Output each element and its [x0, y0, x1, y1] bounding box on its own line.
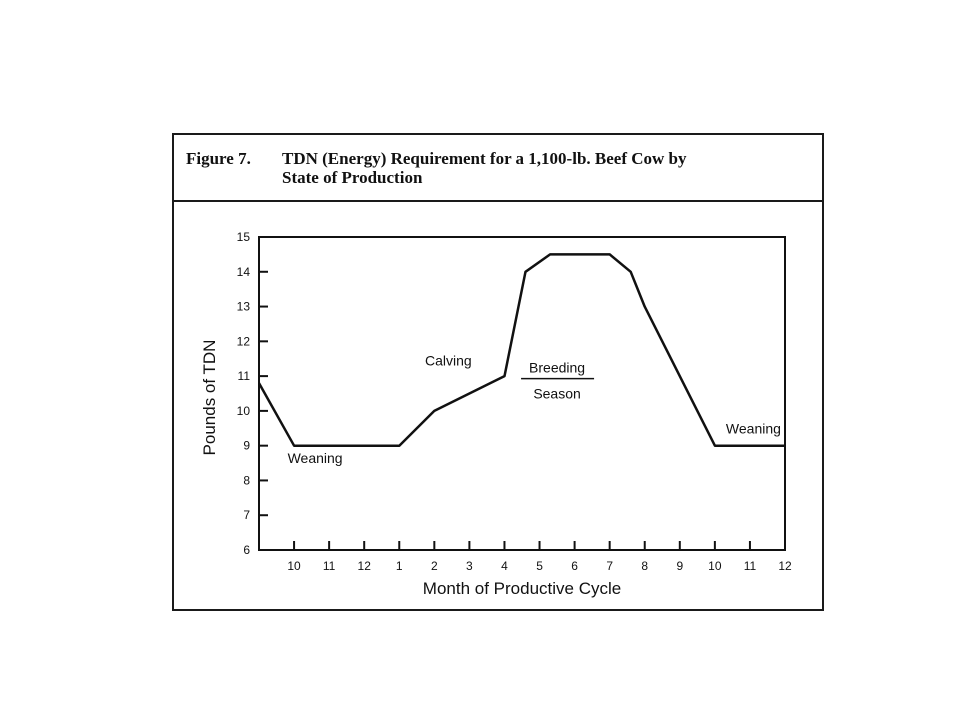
figure-title-line-2: State of Production: [282, 168, 423, 187]
x-tick-label: 10: [708, 559, 722, 573]
y-tick-label: 6: [243, 543, 250, 557]
annotations: Weaning Calving Breeding Season Weaning: [288, 353, 781, 466]
x-tick-label: 10: [287, 559, 301, 573]
x-tick-label: 9: [676, 559, 683, 573]
x-tick-label: 6: [571, 559, 578, 573]
figure-frame: Figure 7. TDN (Energy) Requirement for a…: [172, 133, 824, 611]
annotation-breeding: Breeding: [529, 360, 585, 376]
x-tick-label: 11: [323, 559, 336, 573]
y-tick-label: 14: [237, 265, 251, 279]
tdn-series-line: [257, 253, 785, 447]
x-axis: 10 11 12 1 2 3 4 5 6 7 8 9 10 11 12: [287, 541, 792, 573]
x-tick-label: 12: [358, 559, 372, 573]
x-tick-label: 8: [641, 559, 648, 573]
y-tick-label: 10: [237, 404, 251, 418]
y-tick-label: 8: [243, 473, 250, 487]
x-tick-label: 12: [778, 559, 792, 573]
x-tick-label: 11: [744, 559, 757, 573]
annotation-season: Season: [533, 386, 580, 402]
y-tick-label: 11: [238, 369, 251, 383]
annotation-weaning-2: Weaning: [726, 420, 781, 436]
y-axis: 6 7 8 9 10 11 12 13 14 15: [237, 230, 268, 557]
x-axis-title: Month of Productive Cycle: [423, 579, 621, 598]
x-tick-label: 4: [501, 559, 508, 573]
x-tick-label: 3: [466, 559, 473, 573]
y-axis-title: Pounds of TDN: [200, 340, 219, 456]
x-tick-label: 7: [606, 559, 613, 573]
x-tick-label: 2: [431, 559, 438, 573]
x-tick-label: 1: [396, 559, 403, 573]
annotation-calving: Calving: [425, 353, 472, 369]
figure-number: Figure 7.: [186, 149, 251, 168]
y-tick-label: 7: [243, 508, 250, 522]
plot-area-border: [258, 236, 786, 551]
y-tick-label: 15: [237, 230, 251, 244]
annotation-weaning-1: Weaning: [288, 450, 343, 466]
y-tick-label: 13: [237, 300, 251, 314]
x-tick-label: 5: [536, 559, 543, 573]
y-tick-label: 9: [243, 439, 250, 453]
y-tick-label: 12: [237, 334, 251, 348]
figure-title: Figure 7. TDN (Energy) Requirement for a…: [174, 135, 822, 202]
figure-title-line-1: TDN (Energy) Requirement for a 1,100-lb.…: [282, 149, 687, 168]
